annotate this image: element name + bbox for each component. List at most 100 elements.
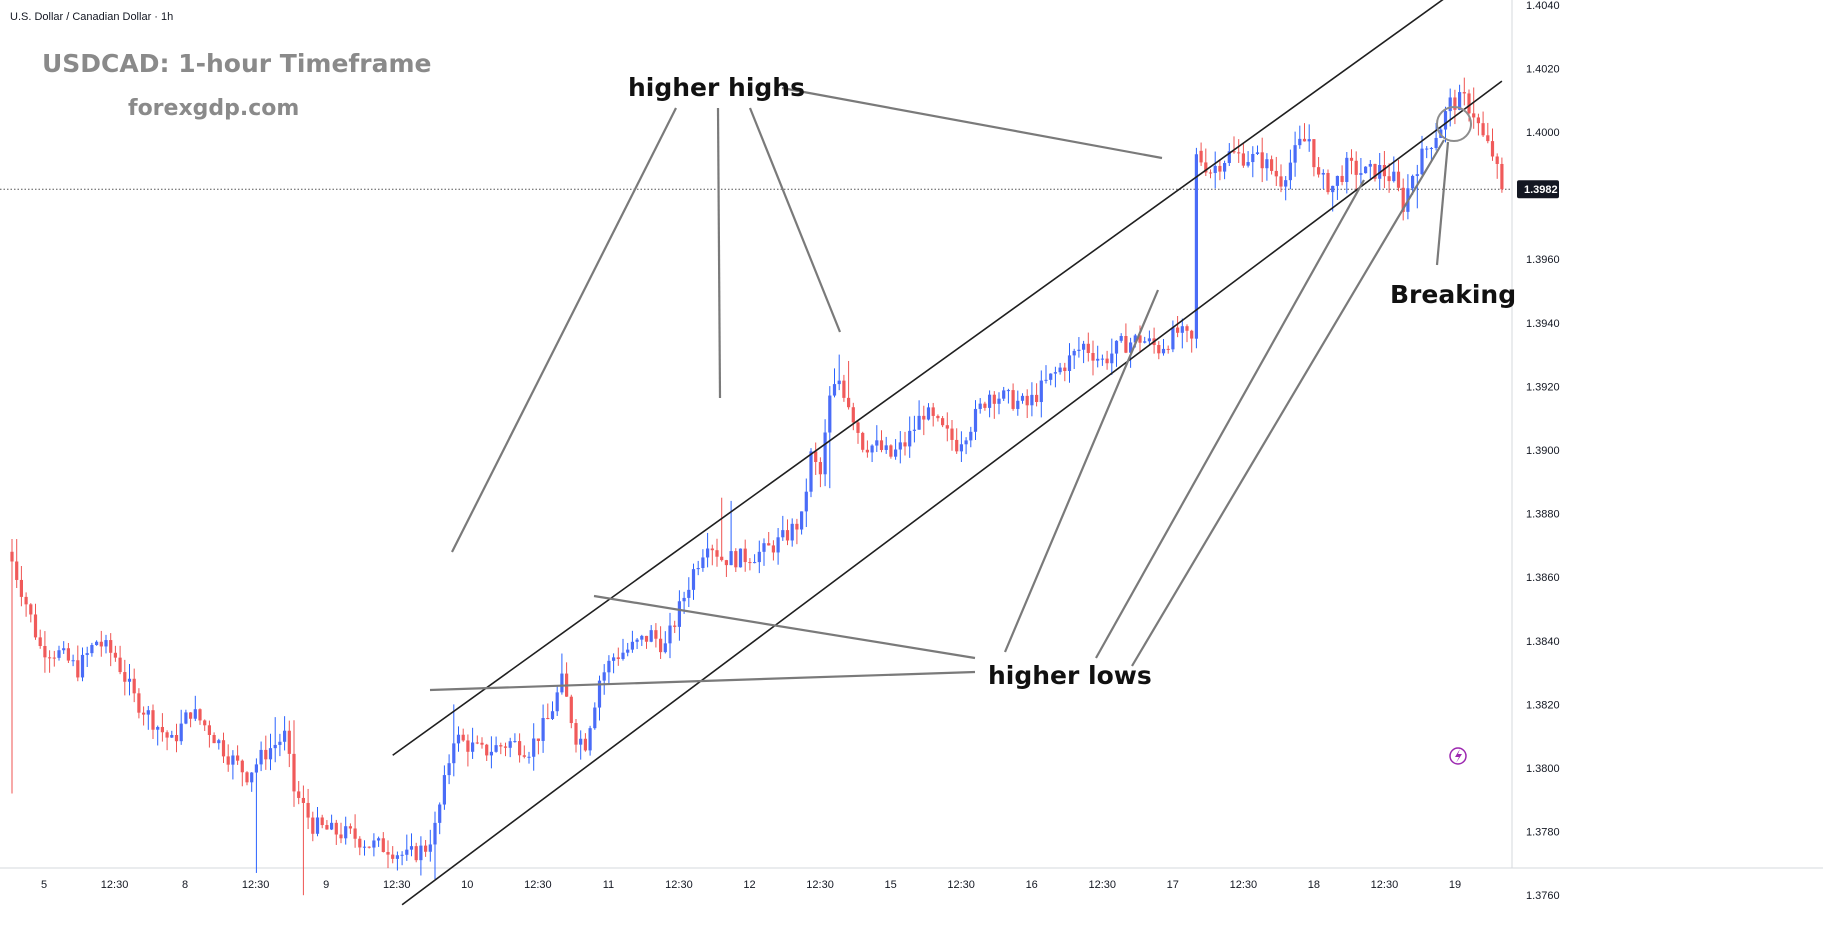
candle [203, 719, 207, 731]
candle [118, 645, 122, 675]
candle [861, 431, 865, 453]
candle-body [1453, 97, 1457, 110]
bolt-shape [1455, 749, 1462, 763]
candle [292, 720, 296, 807]
candle-body [1298, 138, 1302, 146]
candle [1307, 124, 1311, 152]
channel-upper-line[interactable] [392, 0, 1502, 756]
candle [503, 742, 508, 757]
candle-body [344, 826, 348, 839]
candle-body [428, 844, 432, 852]
channel-lower-line[interactable] [401, 80, 1503, 906]
candle-body [301, 797, 305, 803]
price-tick-label: 1.3800 [1526, 763, 1560, 775]
candle [715, 538, 719, 567]
candle [597, 675, 602, 721]
candle [1392, 156, 1396, 183]
candle [743, 539, 747, 572]
candle-body [1321, 172, 1325, 175]
time-tick-label: 12:30 [806, 879, 834, 891]
candle-body [823, 432, 827, 475]
candle [1194, 147, 1198, 349]
candle [687, 577, 691, 608]
candle-body [560, 673, 564, 693]
candle-body [160, 726, 164, 733]
candle-body [1157, 345, 1161, 354]
candle-body [988, 394, 992, 408]
candle-body [710, 548, 714, 551]
candle-body [132, 678, 136, 694]
candle-body [217, 740, 221, 744]
candle-body [870, 445, 874, 453]
candle [471, 727, 475, 759]
candle-body [113, 652, 117, 658]
candle [1490, 128, 1495, 161]
candle [127, 664, 132, 696]
candle [1171, 320, 1175, 353]
candle [1495, 153, 1499, 179]
candle [753, 554, 757, 564]
candle [879, 430, 884, 453]
candle [1096, 345, 1100, 368]
candle-body [433, 822, 437, 845]
candle [10, 539, 14, 794]
pointer-hl-2 [593, 594, 976, 660]
time-tick-label: 12:30 [665, 879, 693, 891]
candle-body [1147, 338, 1151, 342]
candle-body [720, 556, 724, 561]
candle [800, 511, 804, 535]
candle-body [1425, 148, 1429, 150]
candle-body [1194, 154, 1198, 339]
candle-body [80, 654, 85, 678]
candle-body [339, 834, 343, 839]
candle-body [541, 718, 545, 741]
candle [1335, 175, 1339, 200]
candle-body [66, 648, 70, 661]
candle [156, 725, 160, 746]
candle [1053, 366, 1057, 388]
candle-body [226, 756, 230, 765]
candle-body [640, 635, 644, 640]
candle-body [1495, 156, 1499, 164]
candle-body [879, 440, 884, 450]
candle-body [1241, 153, 1245, 166]
candle [1143, 336, 1147, 344]
candle-body [776, 537, 780, 553]
candle [386, 840, 390, 869]
candle [677, 590, 681, 641]
candle [536, 738, 540, 755]
candle [1462, 77, 1466, 106]
candle-body [1180, 326, 1184, 333]
candle [1349, 149, 1354, 175]
pointer-hl-4 [1095, 179, 1365, 659]
candle [226, 744, 230, 772]
lightning-bolt-icon[interactable] [1449, 747, 1467, 765]
candle-body [1096, 358, 1100, 361]
symbol-title: U.S. Dollar / Canadian Dollar · 1h [10, 11, 173, 23]
candle [973, 400, 978, 441]
candle [442, 765, 446, 810]
candle-body [1415, 174, 1419, 176]
candle [1260, 137, 1264, 183]
time-tick-label: 9 [323, 879, 329, 891]
candle-body [1401, 187, 1405, 212]
candle-body [1251, 153, 1255, 163]
candle [912, 415, 916, 443]
candle [494, 736, 498, 753]
time-tick-label: 12 [743, 879, 755, 891]
candle-body [800, 511, 804, 530]
candle [245, 771, 249, 786]
candle-body [386, 851, 390, 855]
candle-body [254, 764, 258, 773]
candle [724, 559, 728, 577]
candle-body [236, 755, 240, 761]
candle-body [1114, 340, 1119, 354]
candle-body [593, 707, 597, 729]
candle [621, 638, 625, 661]
candle [339, 822, 343, 844]
candle [409, 833, 414, 857]
candle [767, 531, 771, 546]
candle [1199, 142, 1203, 166]
